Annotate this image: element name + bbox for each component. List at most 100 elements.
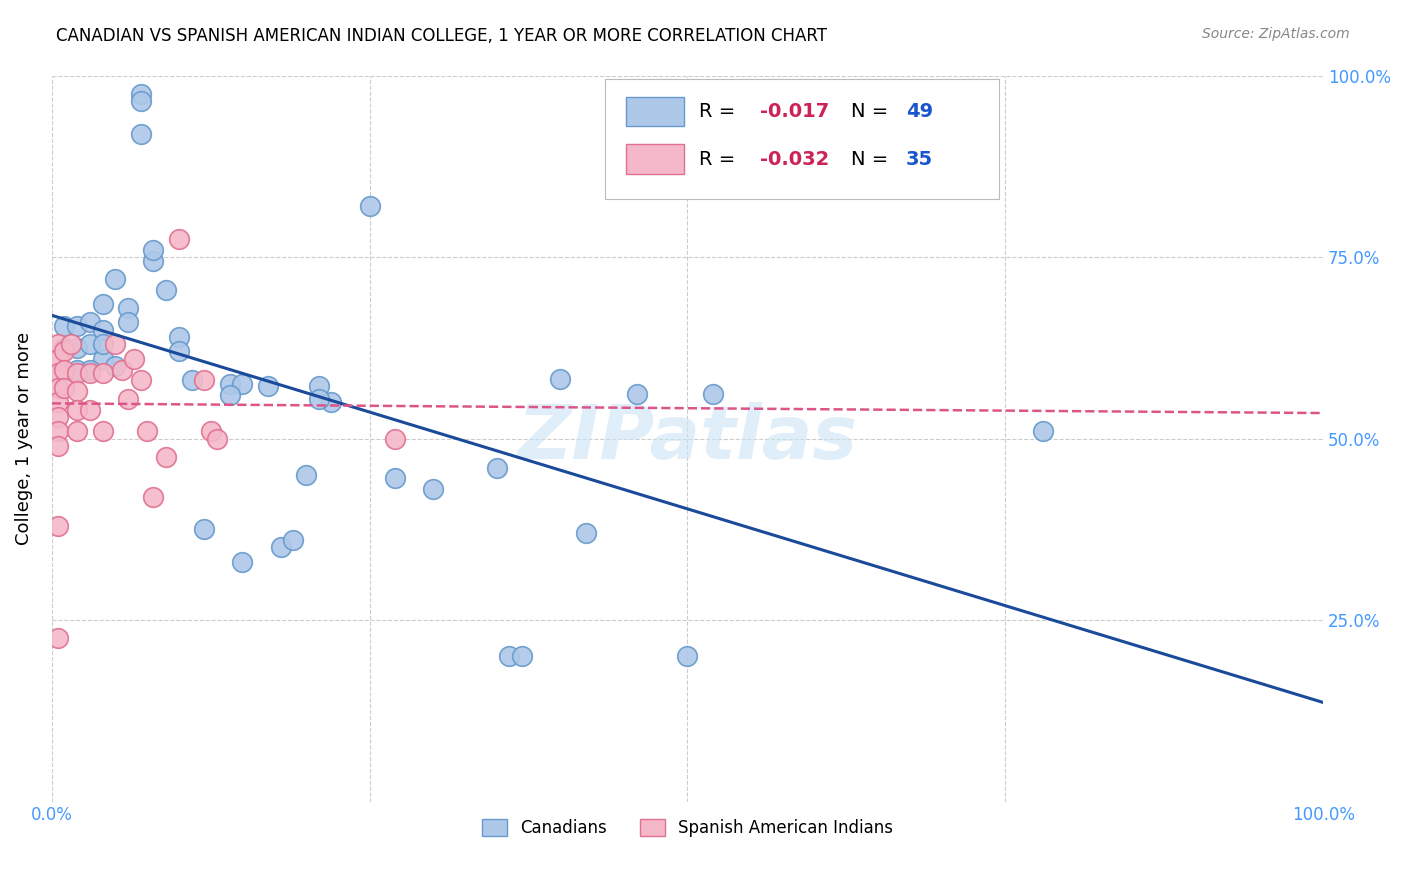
Text: -0.017: -0.017 bbox=[759, 103, 830, 121]
Point bbox=[46, 351, 69, 366]
Point bbox=[46, 518, 69, 533]
Point bbox=[66, 425, 89, 439]
Point bbox=[384, 471, 406, 485]
Point bbox=[129, 374, 152, 388]
Point bbox=[104, 359, 127, 373]
Point bbox=[1032, 425, 1054, 439]
Point bbox=[167, 344, 190, 359]
Legend: Canadians, Spanish American Indians: Canadians, Spanish American Indians bbox=[475, 813, 900, 844]
Point bbox=[124, 351, 146, 366]
Point bbox=[129, 94, 152, 108]
Point bbox=[59, 337, 82, 351]
Point bbox=[66, 318, 89, 333]
Point bbox=[79, 402, 101, 417]
Point bbox=[200, 425, 222, 439]
Point bbox=[66, 362, 89, 376]
Point bbox=[142, 490, 165, 504]
Point bbox=[117, 392, 139, 406]
Text: R =: R = bbox=[699, 150, 741, 169]
Point bbox=[142, 243, 165, 257]
Point bbox=[295, 467, 318, 482]
FancyBboxPatch shape bbox=[605, 79, 998, 199]
Point bbox=[46, 631, 69, 645]
Text: Source: ZipAtlas.com: Source: ZipAtlas.com bbox=[1202, 27, 1350, 41]
Point bbox=[91, 351, 114, 366]
Point bbox=[485, 460, 508, 475]
Text: 49: 49 bbox=[905, 103, 934, 121]
Point bbox=[53, 362, 76, 376]
Point bbox=[66, 384, 89, 399]
Point bbox=[117, 315, 139, 329]
Point bbox=[91, 297, 114, 311]
Point bbox=[142, 253, 165, 268]
Point bbox=[46, 425, 69, 439]
Text: R =: R = bbox=[699, 103, 741, 121]
Point bbox=[136, 425, 159, 439]
Point bbox=[111, 362, 134, 376]
Point bbox=[231, 555, 253, 569]
Point bbox=[46, 337, 69, 351]
Y-axis label: College, 1 year or more: College, 1 year or more bbox=[15, 332, 32, 545]
Point bbox=[575, 525, 598, 540]
Point bbox=[53, 341, 76, 355]
Point bbox=[550, 372, 572, 386]
Point bbox=[193, 374, 215, 388]
Point bbox=[53, 318, 76, 333]
Point bbox=[79, 337, 101, 351]
Point bbox=[46, 381, 69, 395]
Point bbox=[66, 402, 89, 417]
Point bbox=[91, 337, 114, 351]
Point bbox=[91, 425, 114, 439]
Point bbox=[167, 330, 190, 344]
Point bbox=[91, 323, 114, 337]
Point bbox=[257, 379, 280, 393]
Point bbox=[46, 409, 69, 424]
Point bbox=[205, 432, 228, 446]
Bar bbox=[627, 145, 683, 174]
Point bbox=[66, 341, 89, 355]
Point bbox=[702, 386, 724, 401]
Point bbox=[218, 388, 240, 402]
Point bbox=[104, 272, 127, 286]
Point bbox=[79, 362, 101, 376]
Point bbox=[510, 649, 533, 664]
Point bbox=[384, 432, 406, 446]
Point bbox=[46, 395, 69, 409]
Point bbox=[155, 283, 177, 297]
Text: N =: N = bbox=[852, 103, 896, 121]
Point bbox=[626, 386, 648, 401]
Point bbox=[321, 395, 343, 409]
Point bbox=[283, 533, 305, 548]
Point bbox=[498, 649, 520, 664]
Point bbox=[167, 232, 190, 246]
Point bbox=[91, 366, 114, 380]
Text: ZIPatlas: ZIPatlas bbox=[517, 402, 858, 475]
Point bbox=[129, 87, 152, 101]
Point bbox=[79, 315, 101, 329]
Point bbox=[270, 541, 292, 555]
Text: N =: N = bbox=[852, 150, 896, 169]
Text: CANADIAN VS SPANISH AMERICAN INDIAN COLLEGE, 1 YEAR OR MORE CORRELATION CHART: CANADIAN VS SPANISH AMERICAN INDIAN COLL… bbox=[56, 27, 827, 45]
Point bbox=[66, 366, 89, 380]
Point bbox=[308, 392, 330, 406]
Bar bbox=[627, 97, 683, 127]
Point bbox=[155, 450, 177, 464]
Point bbox=[53, 381, 76, 395]
Point bbox=[231, 377, 253, 392]
Point bbox=[193, 522, 215, 536]
Point bbox=[46, 439, 69, 453]
Point bbox=[129, 127, 152, 141]
Point bbox=[104, 337, 127, 351]
Point bbox=[180, 374, 202, 388]
Point bbox=[308, 379, 330, 393]
Point bbox=[218, 377, 240, 392]
Point bbox=[422, 483, 444, 497]
Point bbox=[53, 344, 76, 359]
Point bbox=[117, 301, 139, 315]
Point bbox=[676, 649, 699, 664]
Text: 35: 35 bbox=[905, 150, 934, 169]
Text: -0.032: -0.032 bbox=[759, 150, 830, 169]
Point bbox=[359, 199, 381, 213]
Point bbox=[46, 366, 69, 380]
Point bbox=[79, 366, 101, 380]
